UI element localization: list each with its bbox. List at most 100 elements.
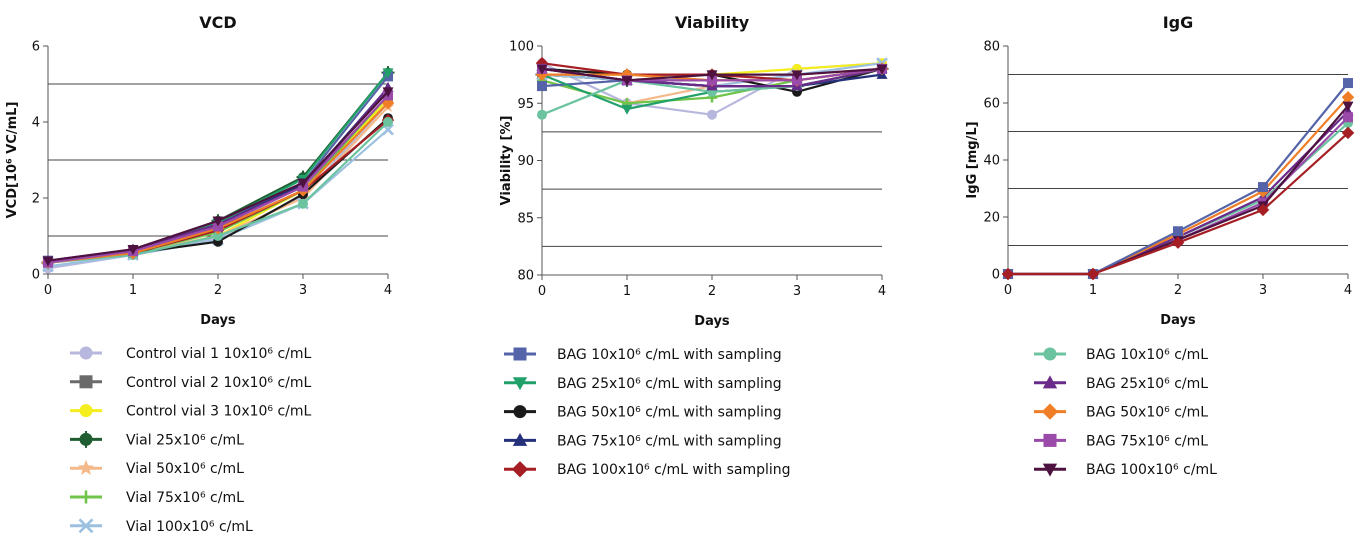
x-tick-label: 0 (1004, 283, 1012, 298)
viability-chart: Viability 80 85 90 95 100 0 1 2 3 4 Days Viability [… (499, 13, 889, 329)
legend-label: BAG 100x10⁶ c/mL with sampling (557, 462, 791, 478)
chart-title: IgG (1163, 13, 1194, 32)
legend-marker (79, 490, 93, 504)
data-point (382, 68, 394, 79)
y-axis-label: VCD[10⁶ VC/mL] (5, 102, 20, 219)
legend-label: Vial 25x10⁶ c/mL (126, 432, 244, 448)
data-point (213, 231, 223, 241)
x-tick-label: 3 (299, 283, 307, 298)
legend-label: Vial 50x10⁶ c/mL (126, 461, 244, 477)
data-point (42, 256, 54, 267)
y-axis-label: IgG [mg/L] (965, 121, 980, 198)
x-tick-label: 1 (623, 284, 631, 299)
y-tick-label: 85 (517, 211, 534, 226)
data-point (1341, 126, 1355, 140)
data-point (537, 81, 547, 92)
legend-label: Vial 100x10⁶ c/mL (126, 519, 253, 535)
x-tick-label: 0 (44, 283, 52, 298)
legend-marker (512, 377, 528, 391)
data-point (1341, 91, 1355, 104)
legend-label: BAG 75x10⁶ c/mL with sampling (557, 433, 782, 449)
x-axis-label: Days (200, 313, 236, 328)
x-tick-label: 4 (1344, 283, 1352, 298)
data-point (621, 76, 633, 87)
data-point (707, 109, 717, 120)
y-tick-label: 80 (517, 269, 534, 284)
data-point (621, 104, 633, 115)
legend-marker (512, 432, 528, 446)
data-point (383, 117, 393, 127)
legend-marker (1042, 463, 1058, 477)
x-tick-label: 3 (793, 284, 801, 299)
data-point (1001, 267, 1015, 281)
y-tick-label: 4 (32, 116, 40, 131)
y-tick-label: 6 (32, 40, 40, 55)
igg-chart: IgG 0 20 40 60 80 0 1 2 3 4 Days IgG [mg/L] (965, 13, 1355, 328)
data-point (212, 216, 224, 227)
data-point (1256, 203, 1270, 217)
legend-item-cv1: Control vial 1 10x10⁶ c/mL (70, 346, 312, 362)
legend-label: Control vial 3 10x10⁶ c/mL (126, 404, 312, 420)
series-cv1 (43, 98, 393, 274)
data-point (1342, 101, 1354, 112)
legend-label: BAG 10x10⁶ c/mL (1086, 347, 1208, 363)
data-point (1171, 236, 1185, 249)
legend-item-b25: BAG 25x10⁶ c/mL (1034, 375, 1208, 392)
series-line (1008, 116, 1349, 276)
series-b100 (536, 64, 888, 87)
legend-item-v50: Vial 50x10⁶ c/mL (70, 459, 244, 477)
y-tick-label: 80 (983, 40, 1000, 55)
data-point (1086, 267, 1100, 281)
legend-marker (79, 375, 93, 389)
x-tick-label: 2 (708, 284, 716, 299)
y-tick-label: 2 (32, 192, 40, 207)
legend-marker (513, 347, 527, 361)
legend-marker (1042, 375, 1058, 389)
y-tick-label: 95 (517, 97, 534, 112)
legend-label: BAG 75x10⁶ c/mL (1086, 433, 1208, 449)
y-tick-label: 100 (509, 40, 534, 55)
legend-marker (79, 346, 93, 360)
legend-bags: BAG 10x10⁶ c/mL BAG 25x10⁶ c/mL BAG 50x10⁶… (1034, 347, 1217, 478)
y-tick-label: 90 (517, 154, 534, 169)
x-tick-label: 1 (1089, 283, 1097, 298)
legend-marker (511, 461, 529, 478)
data-point (1258, 182, 1268, 193)
series-b75 (1003, 112, 1353, 279)
data-point (791, 70, 803, 81)
x-tick-label: 4 (878, 284, 886, 299)
y-tick-label: 20 (983, 211, 1000, 226)
series-b100 (42, 87, 394, 267)
legend-item-b50: BAG 50x10⁶ c/mL (1034, 403, 1208, 421)
legend-marker (1041, 403, 1059, 420)
legend-label: BAG 25x10⁶ c/mL (1086, 376, 1208, 392)
series-bs100 (1001, 126, 1355, 281)
x-tick-label: 2 (214, 283, 222, 298)
legend-item-v75: Vial 75x10⁶ c/mL (70, 490, 244, 506)
data-point (876, 64, 888, 75)
legend-item-bs75: BAG 75x10⁶ c/mL with sampling (504, 432, 782, 449)
series-b50 (1001, 91, 1355, 281)
data-point (298, 198, 308, 209)
x-axis-label: Days (1160, 313, 1196, 328)
legend-item-bs10: BAG 10x10⁶ c/mL with sampling (504, 347, 782, 363)
data-point (536, 64, 548, 75)
y-axis-label: Viability [%] (499, 116, 514, 206)
legend-label: Vial 75x10⁶ c/mL (126, 490, 244, 506)
legend-item-v100: Vial 100x10⁶ c/mL (70, 518, 253, 535)
series-line (1008, 110, 1349, 276)
legend-item-b10: BAG 10x10⁶ c/mL (1034, 347, 1208, 363)
legend-marker (1043, 433, 1057, 447)
y-tick-label: 0 (32, 268, 40, 283)
x-axis-label: Days (694, 314, 730, 329)
y-tick-label: 60 (983, 97, 1000, 112)
legend-label: BAG 50x10⁶ c/mL (1086, 405, 1208, 421)
vcd-chart: VCD 0 2 4 6 0 1 2 3 4 Days VCD[10⁶ VC/mL] (5, 13, 395, 328)
legend-item-bs100: BAG 100x10⁶ c/mL with sampling (504, 461, 791, 478)
legend-item-cv2: Control vial 2 10x10⁶ c/mL (70, 375, 312, 391)
legend-bags-with-sampling: BAG 10x10⁶ c/mL with sampling BAG 25x10⁶ … (504, 347, 791, 478)
legend-label: Control vial 2 10x10⁶ c/mL (126, 375, 312, 391)
legend-label: Control vial 1 10x10⁶ c/mL (126, 346, 312, 362)
legend-label: BAG 50x10⁶ c/mL with sampling (557, 405, 782, 421)
